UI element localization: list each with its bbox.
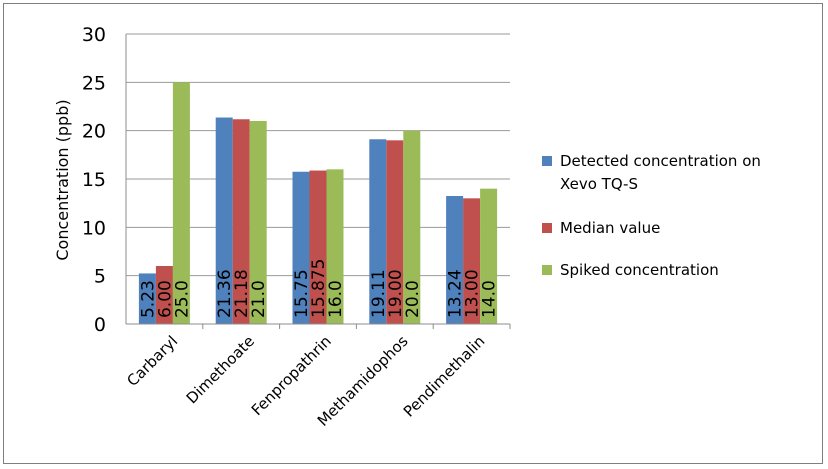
data-label: 5.23	[138, 280, 158, 318]
y-tick-label: 10	[82, 217, 106, 239]
data-label: 13.00	[463, 269, 483, 318]
x-category-label: Pendimethalin	[400, 332, 489, 421]
x-category-label: Fenpropathrin	[248, 332, 335, 419]
data-label: 25.0	[172, 280, 192, 318]
bar	[292, 171, 310, 324]
bar	[386, 140, 404, 324]
data-label: 16.0	[326, 280, 346, 318]
legend-label: Detected concentration on Xevo TQ-S	[560, 152, 761, 193]
data-label: 15.875	[309, 259, 329, 318]
data-label: 21.36	[215, 269, 235, 318]
bar	[215, 117, 233, 325]
data-label: 19.00	[386, 269, 406, 318]
data-label: 6.00	[155, 280, 175, 318]
bar	[403, 130, 421, 324]
bar	[249, 121, 267, 324]
legend-label: Median value	[560, 219, 660, 237]
legend-swatch	[542, 265, 552, 275]
y-tick-label: 15	[82, 169, 106, 191]
y-tick-label: 0	[94, 314, 106, 336]
y-tick-label: 20	[82, 121, 106, 143]
y-tick-label: 25	[82, 72, 106, 94]
data-label: 20.0	[403, 280, 423, 318]
legend-label: Spiked concentration	[560, 261, 719, 279]
bar-chart: 0 5 10 15 20 25 30 Carbaryl DimethoateFenpropat…	[53, 24, 761, 430]
data-label: 21.18	[232, 269, 252, 318]
legend: Detected concentration on Xevo TQ-S Median…	[542, 152, 761, 279]
data-label: 15.75	[292, 269, 312, 318]
bar	[138, 273, 156, 324]
bars	[138, 82, 498, 325]
bar	[369, 139, 387, 324]
y-tick-labels: 0 5 10 15 20 25 30	[82, 24, 106, 336]
bar	[326, 169, 344, 324]
y-axis-title: Concentration (ppb)	[53, 99, 72, 260]
data-label: 19.11	[369, 269, 389, 318]
bar	[172, 82, 190, 324]
data-label: 21.0	[249, 280, 269, 318]
x-category-label: Carbaryl	[123, 332, 181, 390]
axes	[125, 34, 511, 329]
x-category-label: Dimethoate	[183, 332, 258, 407]
data-label: 13.24	[446, 269, 466, 318]
x-category-labels: Carbaryl DimethoateFenpropathrinMethamido…	[123, 332, 488, 430]
bar	[232, 119, 250, 324]
data-label: 14.0	[480, 280, 500, 318]
bar	[463, 198, 481, 324]
bar	[480, 188, 498, 324]
y-tick-label: 30	[82, 24, 106, 46]
y-tick-label: 5	[94, 266, 106, 288]
bar	[446, 196, 464, 324]
bar	[155, 266, 173, 324]
bar	[309, 170, 327, 324]
legend-swatch	[542, 223, 552, 233]
legend-swatch	[542, 156, 552, 166]
chart-frame: 0 5 10 15 20 25 30 Carbaryl Dimethoate Fenpropat…	[3, 3, 823, 464]
